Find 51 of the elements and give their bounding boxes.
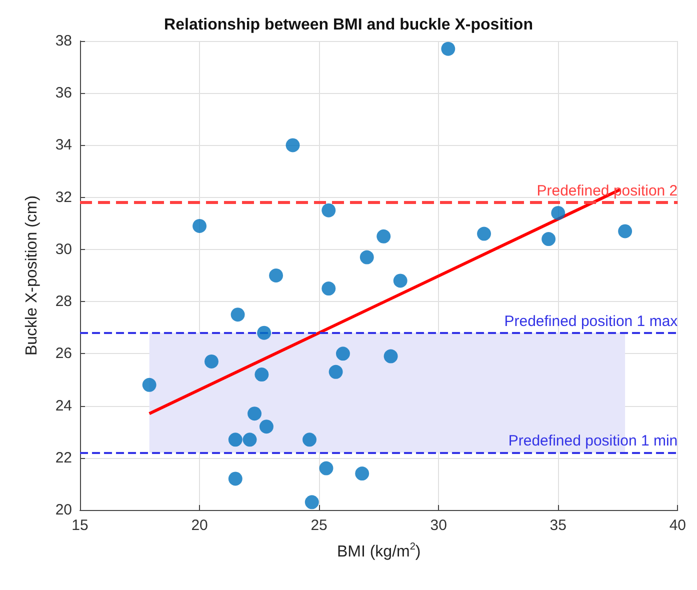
- point: [322, 203, 336, 218]
- point: [319, 461, 334, 476]
- point: [254, 368, 269, 382]
- point: [228, 472, 242, 486]
- point: [477, 226, 492, 241]
- point: [328, 364, 343, 379]
- point: [269, 268, 284, 282]
- point: [360, 250, 374, 264]
- point: [302, 432, 316, 447]
- point: [259, 420, 274, 434]
- ref-line-label: Predefined position 2: [536, 182, 678, 200]
- ref-line-label: Predefined position 1 min: [508, 432, 678, 450]
- x-tick-label: 25: [310, 517, 328, 534]
- ref-line-label: Predefined position 1 max: [504, 312, 678, 330]
- point: [542, 232, 556, 246]
- point: [248, 406, 262, 421]
- point: [142, 378, 156, 392]
- y-tick-label: 24: [55, 397, 72, 414]
- point: [355, 466, 370, 481]
- point: [192, 219, 207, 233]
- y-tick-label: 38: [55, 32, 72, 50]
- y-tick-label: 28: [55, 293, 72, 310]
- point: [376, 229, 391, 244]
- point: [322, 282, 336, 296]
- point: [204, 354, 218, 368]
- chart-title: Relationship between BMI and buckle X-position: [164, 16, 533, 34]
- x-tick-label: 15: [72, 517, 88, 534]
- point: [257, 326, 272, 340]
- y-tick-label: 30: [55, 240, 72, 258]
- y-tick-label: 36: [55, 84, 72, 102]
- point: [384, 349, 398, 364]
- point: [618, 224, 632, 238]
- y-tick-label: 22: [55, 449, 72, 466]
- y-tick-label: 32: [55, 188, 72, 206]
- y-tick-label: 34: [55, 136, 72, 154]
- point: [304, 495, 319, 510]
- point: [230, 308, 245, 322]
- y-tick-label: 20: [55, 502, 72, 518]
- point: [336, 346, 350, 361]
- y-tick-label: 26: [55, 345, 72, 362]
- x-tick-label: 30: [430, 517, 447, 534]
- point: [228, 432, 242, 447]
- x-tick-label: 20: [191, 517, 208, 534]
- point: [441, 42, 456, 56]
- x-tick-label: 40: [669, 517, 686, 534]
- x-tick-label: 35: [550, 517, 566, 534]
- point: [393, 274, 408, 288]
- y-axis-title: Buckle X-position (cm): [24, 195, 40, 356]
- point: [551, 206, 566, 220]
- point: [286, 138, 300, 152]
- point: [242, 432, 257, 447]
